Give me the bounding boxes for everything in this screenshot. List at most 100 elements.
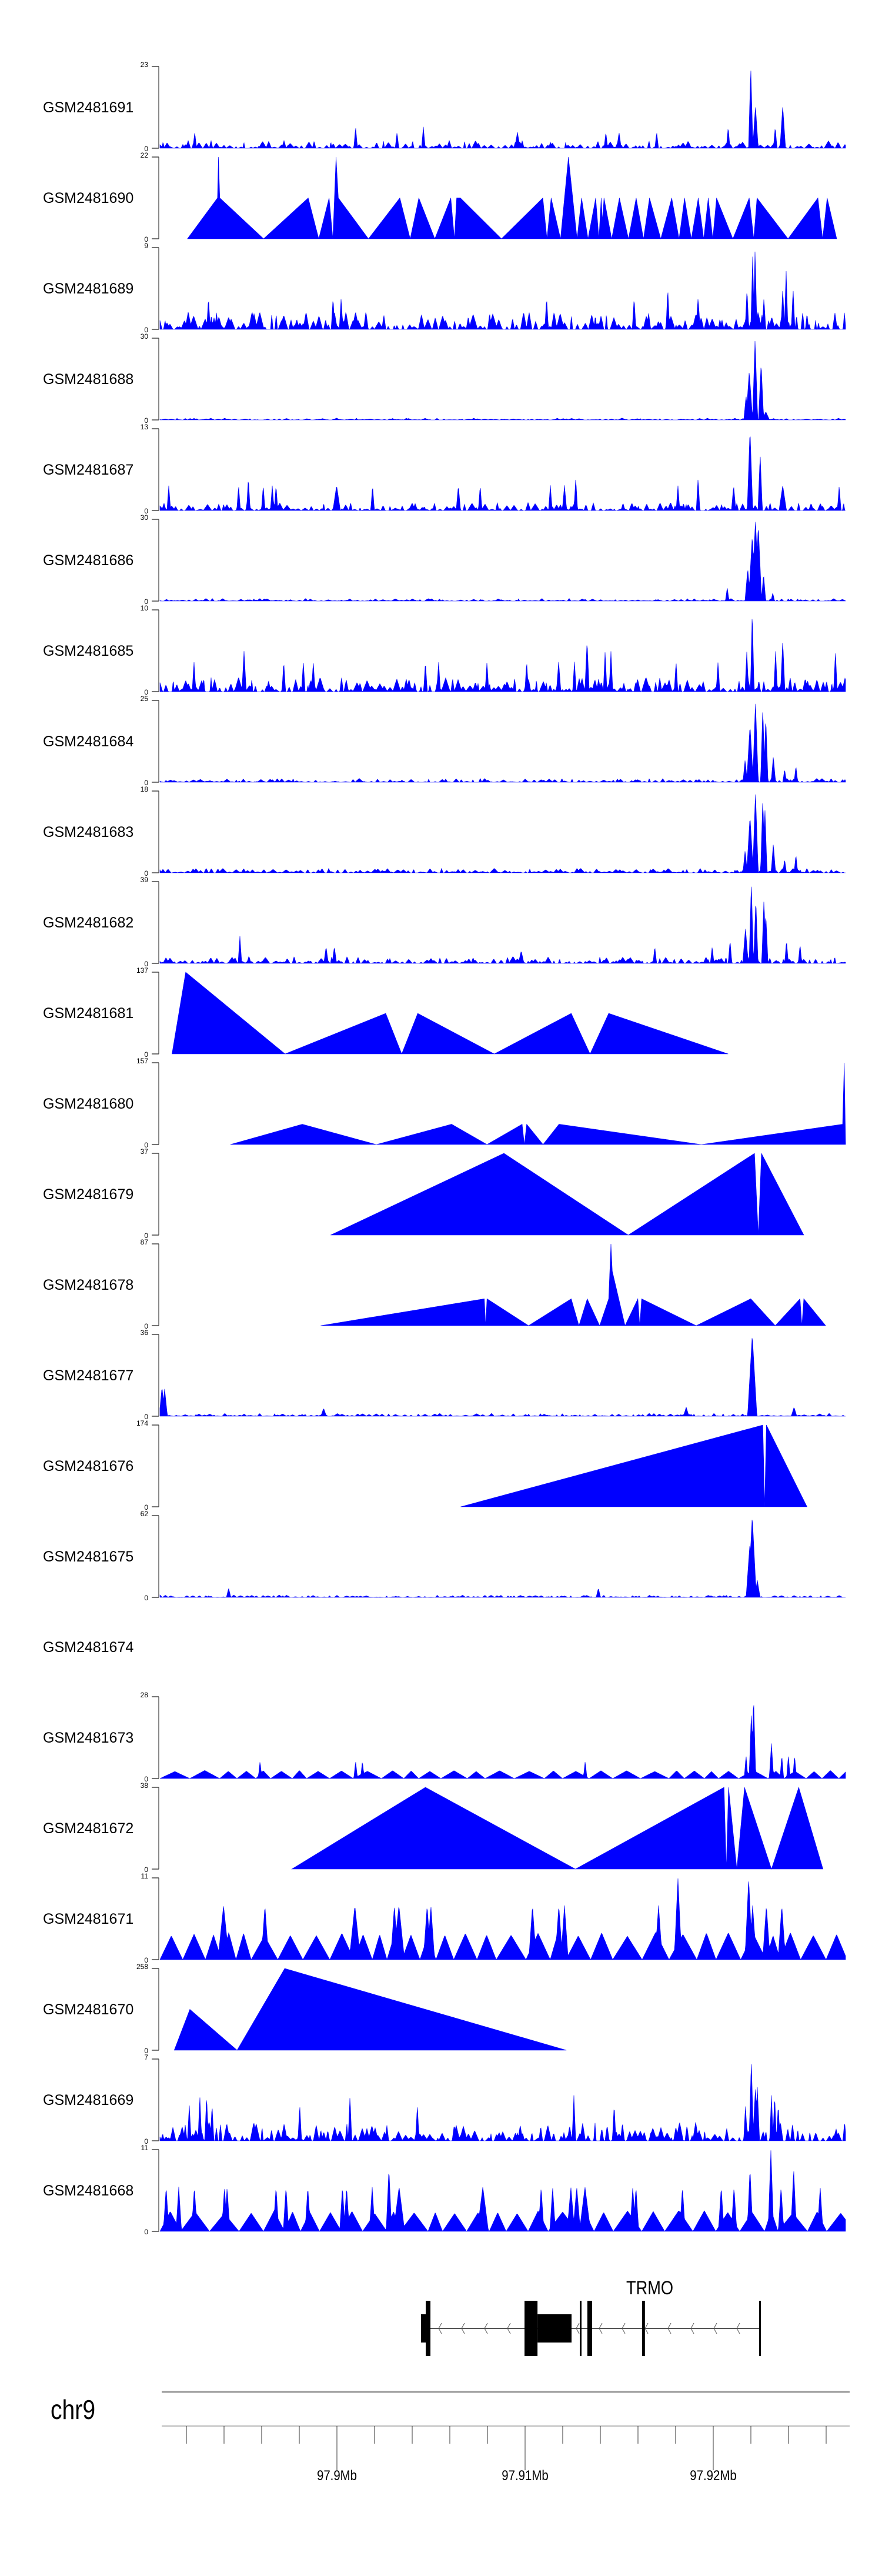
coverage-area [172, 972, 729, 1055]
track-GSM2481685 [152, 609, 846, 693]
strand-arrow-icon [484, 2323, 488, 2334]
y-axis-max-label: 23 [140, 61, 148, 69]
y-axis-zero-label: 0 [144, 507, 148, 515]
coverage-area [230, 1062, 846, 1145]
strand-arrow-icon [667, 2323, 671, 2334]
y-axis-zero-label: 0 [144, 1956, 148, 1964]
coverage-area [159, 1878, 846, 1960]
exon [580, 2301, 582, 2356]
y-axis-zero-label: 0 [144, 1232, 148, 1240]
track-label: GSM2481680 [43, 1095, 134, 1112]
y-axis-zero-label: 0 [144, 1594, 148, 1602]
coverage-area [159, 1338, 846, 1417]
y-axis-max-label: 157 [136, 1057, 148, 1065]
track-label: GSM2481672 [43, 1820, 134, 1837]
y-axis-max-label: 10 [140, 604, 148, 612]
y-axis-max-label: 11 [141, 2144, 148, 2152]
track-label: GSM2481675 [43, 1548, 134, 1565]
coverage-area [159, 2150, 846, 2232]
y-axis-max-label: 22 [140, 151, 148, 159]
exon [537, 2314, 572, 2343]
strand-arrow-icon [461, 2323, 465, 2334]
track-label: GSM2481669 [43, 2091, 134, 2108]
y-axis-zero-label: 0 [144, 1775, 148, 1783]
coverage-area [187, 156, 837, 240]
y-axis-max-label: 39 [140, 876, 148, 884]
track-GSM2481681 [152, 972, 729, 1055]
track-GSM2481673 [152, 1696, 846, 1779]
gene-name-label: TRMO [626, 2277, 674, 2298]
coverage-area [159, 341, 846, 421]
track-label: GSM2481668 [43, 2182, 134, 2199]
coverage-area [159, 703, 846, 783]
coverage-area [159, 1705, 846, 1779]
strand-arrow-icon [622, 2323, 626, 2334]
track-GSM2481690 [152, 156, 837, 240]
genome-axis [162, 2391, 850, 2470]
track-GSM2481688 [152, 338, 846, 421]
track-label: GSM2481686 [43, 552, 134, 569]
y-axis-zero-label: 0 [144, 1322, 148, 1330]
coverage-area [159, 794, 846, 873]
exon [421, 2314, 426, 2343]
y-axis-max-label: 30 [140, 513, 148, 522]
strand-arrow-icon [713, 2323, 717, 2334]
coverage-area [159, 886, 846, 964]
track-label: GSM2481671 [43, 1910, 134, 1927]
track-label: GSM2481673 [43, 1729, 134, 1746]
coverage-area [159, 522, 846, 602]
y-axis-zero-label: 0 [144, 598, 148, 606]
y-axis-zero-label: 0 [144, 869, 148, 877]
y-axis-max-label: 87 [140, 1238, 148, 1246]
coverage-area [320, 1243, 826, 1327]
strand-arrow-icon [576, 2323, 580, 2334]
y-axis-max-label: 258 [136, 1963, 148, 1971]
track-label: GSM2481679 [43, 1186, 134, 1203]
y-axis-max-label: 37 [140, 1147, 148, 1156]
track-label: GSM2481687 [43, 461, 134, 478]
coverage-area [159, 1520, 846, 1598]
y-axis-zero-label: 0 [144, 2047, 148, 2055]
track-GSM2481687 [152, 428, 846, 511]
y-axis-zero-label: 0 [144, 688, 148, 696]
track-GSM2481684 [152, 700, 846, 783]
y-axis-zero-label: 0 [144, 145, 148, 153]
y-axis-max-label: 13 [140, 423, 148, 431]
track-label: GSM2481689 [43, 280, 134, 297]
coverage-area [159, 619, 846, 693]
y-axis-max-label: 7 [144, 2053, 148, 2061]
strand-arrow-icon [690, 2323, 694, 2334]
coverage-area [291, 1787, 824, 1870]
y-axis-max-label: 174 [136, 1419, 148, 1427]
strand-arrow-icon [507, 2323, 511, 2334]
track-GSM2481671 [152, 1877, 846, 1960]
track-GSM2481683 [152, 790, 846, 873]
coverage-area [460, 1424, 807, 1507]
strand-arrow-icon [736, 2323, 740, 2334]
track-label: GSM2481685 [43, 642, 134, 659]
track-GSM2481686 [152, 519, 846, 602]
coverage-area [159, 71, 846, 149]
y-axis-zero-label: 0 [144, 2228, 148, 2236]
strand-arrow-icon [599, 2323, 603, 2334]
track-label: GSM2481676 [43, 1457, 134, 1474]
strand-arrow-icon [644, 2323, 649, 2334]
track-GSM2481676 [152, 1424, 807, 1507]
y-axis-zero-label: 0 [144, 326, 148, 334]
track-GSM2481689 [152, 247, 846, 330]
y-axis-max-label: 62 [140, 1510, 148, 1518]
y-axis-max-label: 30 [140, 332, 148, 341]
track-GSM2481668 [152, 2149, 846, 2232]
coverage-area [159, 2064, 846, 2142]
y-axis-zero-label: 0 [144, 416, 148, 425]
y-axis-max-label: 18 [140, 785, 148, 793]
strand-arrow-icon [438, 2323, 442, 2334]
track-GSM2481691 [152, 66, 846, 149]
y-axis-max-label: 9 [144, 242, 148, 250]
track-GSM2481672 [152, 1787, 824, 1870]
y-axis-zero-label: 0 [144, 1413, 148, 1421]
track-label: GSM2481677 [43, 1367, 134, 1384]
y-axis-zero-label: 0 [144, 2137, 148, 2145]
y-axis-zero-label: 0 [144, 960, 148, 968]
